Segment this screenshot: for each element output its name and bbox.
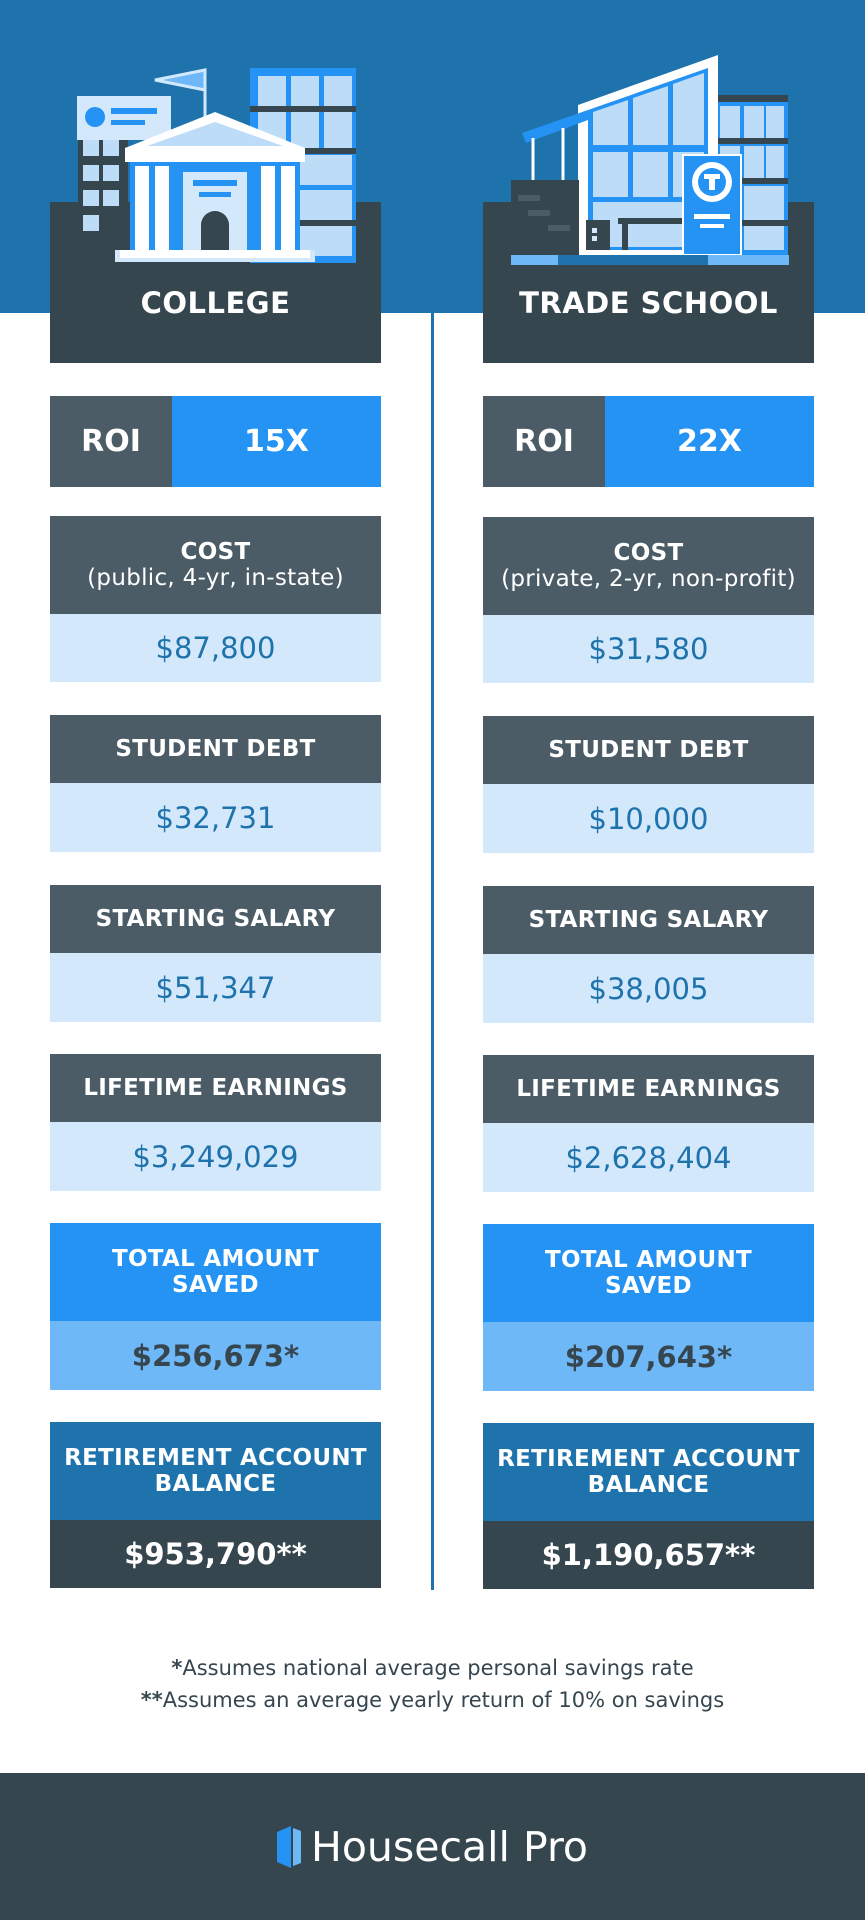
trade-cost: COST (private, 2-yr, non-profit) $31,580 <box>483 517 814 683</box>
lifetime-label: LIFETIME EARNINGS <box>50 1054 381 1122</box>
trade-lifetime: LIFETIME EARNINGS $2,628,404 <box>483 1055 814 1192</box>
retirement-label-line1: RETIREMENT ACCOUNT <box>497 1446 800 1472</box>
roi-label: ROI <box>483 396 605 487</box>
retirement-header: RETIREMENT ACCOUNT BALANCE <box>50 1422 381 1520</box>
cost-label: COST <box>613 540 684 566</box>
retirement-value: $953,790** <box>50 1520 381 1588</box>
retirement-label-line1: RETIREMENT ACCOUNT <box>64 1445 367 1471</box>
retirement-header: RETIREMENT ACCOUNT BALANCE <box>483 1423 814 1521</box>
saved-value: $256,673* <box>50 1321 381 1390</box>
cost-header: COST (private, 2-yr, non-profit) <box>483 517 814 615</box>
saved-label-line1: TOTAL AMOUNT <box>544 1247 753 1273</box>
footnote-2-mark: ** <box>140 1688 163 1712</box>
retirement-value: $1,190,657** <box>483 1521 814 1589</box>
footnote-1-mark: * <box>171 1656 183 1680</box>
college-salary: STARTING SALARY $51,347 <box>50 885 381 1022</box>
college-retirement: RETIREMENT ACCOUNT BALANCE $953,790** <box>50 1422 381 1588</box>
college-roi: ROI 15X <box>50 396 381 487</box>
trade-school-building-icon <box>511 55 789 265</box>
trade-debt: STUDENT DEBT $10,000 <box>483 716 814 853</box>
roi-value: 15X <box>172 396 381 487</box>
lifetime-label: LIFETIME EARNINGS <box>483 1055 814 1123</box>
retirement-label-line2: BALANCE <box>154 1471 277 1497</box>
footnote-1: *Assumes national average personal savin… <box>0 1652 865 1684</box>
lifetime-value: $3,249,029 <box>50 1122 381 1191</box>
roi-label: ROI <box>50 396 172 487</box>
saved-header: TOTAL AMOUNT SAVED <box>50 1223 381 1321</box>
cost-value: $31,580 <box>483 615 814 683</box>
column-divider <box>431 313 434 1590</box>
roi-value: 22X <box>605 396 814 487</box>
cost-header: COST (public, 4-yr, in-state) <box>50 516 381 614</box>
saved-label-line2: SAVED <box>605 1273 692 1299</box>
college-title: COLLEGE <box>140 286 291 320</box>
brand-name: Housecall Pro <box>310 1822 588 1871</box>
trade-saved: TOTAL AMOUNT SAVED $207,643* <box>483 1224 814 1391</box>
debt-label: STUDENT DEBT <box>483 716 814 784</box>
debt-value: $32,731 <box>50 783 381 852</box>
salary-value: $38,005 <box>483 954 814 1023</box>
housecall-pro-logo-icon <box>276 1825 301 1868</box>
saved-value: $207,643* <box>483 1322 814 1391</box>
trade-school-title: TRADE SCHOOL <box>519 286 778 320</box>
footnote-2-text: Assumes an average yearly return of 10% … <box>162 1688 725 1712</box>
salary-label: STARTING SALARY <box>483 886 814 954</box>
college-cost: COST (public, 4-yr, in-state) $87,800 <box>50 516 381 682</box>
footnotes: *Assumes national average personal savin… <box>0 1652 865 1716</box>
college-lifetime: LIFETIME EARNINGS $3,249,029 <box>50 1054 381 1191</box>
college-building-icon <box>77 68 356 263</box>
salary-value: $51,347 <box>50 953 381 1022</box>
lifetime-value: $2,628,404 <box>483 1123 814 1192</box>
footnote-1-text: Assumes national average personal saving… <box>182 1656 694 1680</box>
college-saved: TOTAL AMOUNT SAVED $256,673* <box>50 1223 381 1390</box>
saved-label-line2: SAVED <box>172 1272 259 1298</box>
cost-value: $87,800 <box>50 614 381 682</box>
retirement-label-line2: BALANCE <box>587 1472 710 1498</box>
trade-retirement: RETIREMENT ACCOUNT BALANCE $1,190,657** <box>483 1423 814 1589</box>
debt-label: STUDENT DEBT <box>50 715 381 783</box>
college-debt: STUDENT DEBT $32,731 <box>50 715 381 852</box>
saved-label-line1: TOTAL AMOUNT <box>111 1246 320 1272</box>
salary-label: STARTING SALARY <box>50 885 381 953</box>
cost-sub-label: (private, 2-yr, non-profit) <box>501 566 796 592</box>
trade-salary: STARTING SALARY $38,005 <box>483 886 814 1023</box>
saved-header: TOTAL AMOUNT SAVED <box>483 1224 814 1322</box>
footnote-2: **Assumes an average yearly return of 10… <box>0 1684 865 1716</box>
debt-value: $10,000 <box>483 784 814 853</box>
cost-sub-label: (public, 4-yr, in-state) <box>87 565 344 591</box>
cost-label: COST <box>180 539 251 565</box>
trade-roi: ROI 22X <box>483 396 814 487</box>
brand-logo[interactable]: Housecall Pro <box>276 1822 588 1871</box>
footer: Housecall Pro <box>0 1773 865 1920</box>
